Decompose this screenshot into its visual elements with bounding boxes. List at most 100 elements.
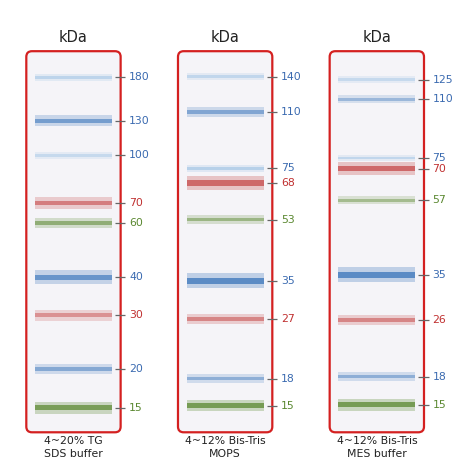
Text: 15: 15 — [281, 401, 295, 410]
Text: kDa: kDa — [363, 30, 391, 45]
Bar — [35, 76, 112, 79]
Bar — [35, 310, 112, 313]
Bar — [35, 313, 112, 318]
Text: 18: 18 — [432, 372, 447, 382]
FancyBboxPatch shape — [178, 51, 272, 432]
Bar — [35, 367, 112, 371]
Bar — [186, 278, 264, 284]
Bar — [35, 154, 112, 157]
Text: 15: 15 — [129, 402, 143, 412]
Bar — [186, 374, 264, 377]
Bar — [35, 201, 112, 205]
Bar — [338, 322, 415, 326]
Bar — [338, 201, 415, 204]
Bar — [35, 405, 112, 410]
Bar — [186, 215, 264, 218]
Text: kDa: kDa — [211, 30, 239, 45]
Text: 35: 35 — [281, 276, 295, 286]
Bar — [338, 95, 415, 98]
Text: kDa: kDa — [59, 30, 88, 45]
Bar — [338, 76, 415, 78]
Bar — [338, 399, 415, 402]
Bar — [35, 401, 112, 405]
Bar — [338, 402, 415, 407]
Bar — [35, 205, 112, 209]
Text: 18: 18 — [281, 374, 295, 383]
Text: 75: 75 — [432, 153, 447, 163]
Bar — [186, 317, 264, 321]
Bar — [35, 221, 112, 225]
Text: 53: 53 — [281, 215, 295, 225]
Text: 125: 125 — [432, 74, 453, 85]
Text: 4~20% TG
SDS buffer: 4~20% TG SDS buffer — [44, 436, 103, 459]
Bar — [35, 364, 112, 367]
Text: 100: 100 — [129, 150, 150, 161]
Text: 27: 27 — [281, 314, 295, 324]
Text: 110: 110 — [281, 107, 301, 117]
Text: 4~12% Bis-Tris
MOPS: 4~12% Bis-Tris MOPS — [185, 436, 265, 459]
Bar — [338, 375, 415, 378]
Text: 70: 70 — [432, 164, 447, 173]
Text: 130: 130 — [129, 116, 150, 126]
Text: 40: 40 — [129, 272, 143, 282]
Bar — [338, 78, 415, 81]
Bar — [186, 176, 264, 180]
Bar — [338, 315, 415, 319]
Bar — [338, 267, 415, 272]
Text: 30: 30 — [129, 310, 143, 320]
Bar — [338, 100, 415, 103]
Bar — [338, 162, 415, 166]
Text: 57: 57 — [432, 195, 447, 205]
Bar — [35, 225, 112, 228]
Text: 110: 110 — [432, 94, 453, 104]
Bar — [186, 377, 264, 380]
Bar — [338, 407, 415, 410]
Bar — [186, 167, 264, 170]
Text: 35: 35 — [432, 270, 447, 280]
Text: 70: 70 — [129, 198, 143, 208]
Bar — [186, 110, 264, 114]
Bar — [338, 196, 415, 199]
Bar — [338, 155, 415, 156]
Bar — [186, 185, 264, 190]
Bar — [35, 371, 112, 374]
Bar — [338, 278, 415, 283]
Bar — [186, 73, 264, 75]
Bar — [35, 197, 112, 201]
Text: 15: 15 — [432, 400, 447, 410]
Text: 20: 20 — [129, 365, 143, 374]
Bar — [186, 164, 264, 167]
Bar — [35, 118, 112, 123]
FancyBboxPatch shape — [330, 51, 424, 432]
Bar — [338, 171, 415, 175]
Bar — [186, 314, 264, 317]
Bar — [35, 218, 112, 221]
Bar — [186, 218, 264, 221]
Bar — [186, 284, 264, 288]
Text: 180: 180 — [129, 73, 150, 82]
Text: 26: 26 — [432, 315, 447, 325]
Bar — [186, 380, 264, 383]
Bar — [186, 403, 264, 408]
Bar — [35, 410, 112, 413]
Text: 68: 68 — [281, 178, 295, 188]
Bar — [35, 152, 112, 154]
Bar — [338, 81, 415, 83]
Bar — [35, 280, 112, 284]
FancyBboxPatch shape — [27, 51, 120, 432]
Bar — [338, 373, 415, 375]
Bar — [186, 170, 264, 173]
Text: 4~12% Bis-Tris
MES buffer: 4~12% Bis-Tris MES buffer — [337, 436, 417, 459]
Bar — [186, 78, 264, 80]
Bar — [338, 166, 415, 171]
Text: 75: 75 — [281, 164, 295, 173]
Bar — [35, 79, 112, 81]
Bar — [186, 408, 264, 411]
Bar — [338, 159, 415, 161]
Text: 140: 140 — [281, 72, 301, 82]
Bar — [186, 321, 264, 324]
Bar — [338, 272, 415, 278]
Bar — [186, 75, 264, 78]
Bar — [338, 378, 415, 381]
Bar — [186, 221, 264, 224]
